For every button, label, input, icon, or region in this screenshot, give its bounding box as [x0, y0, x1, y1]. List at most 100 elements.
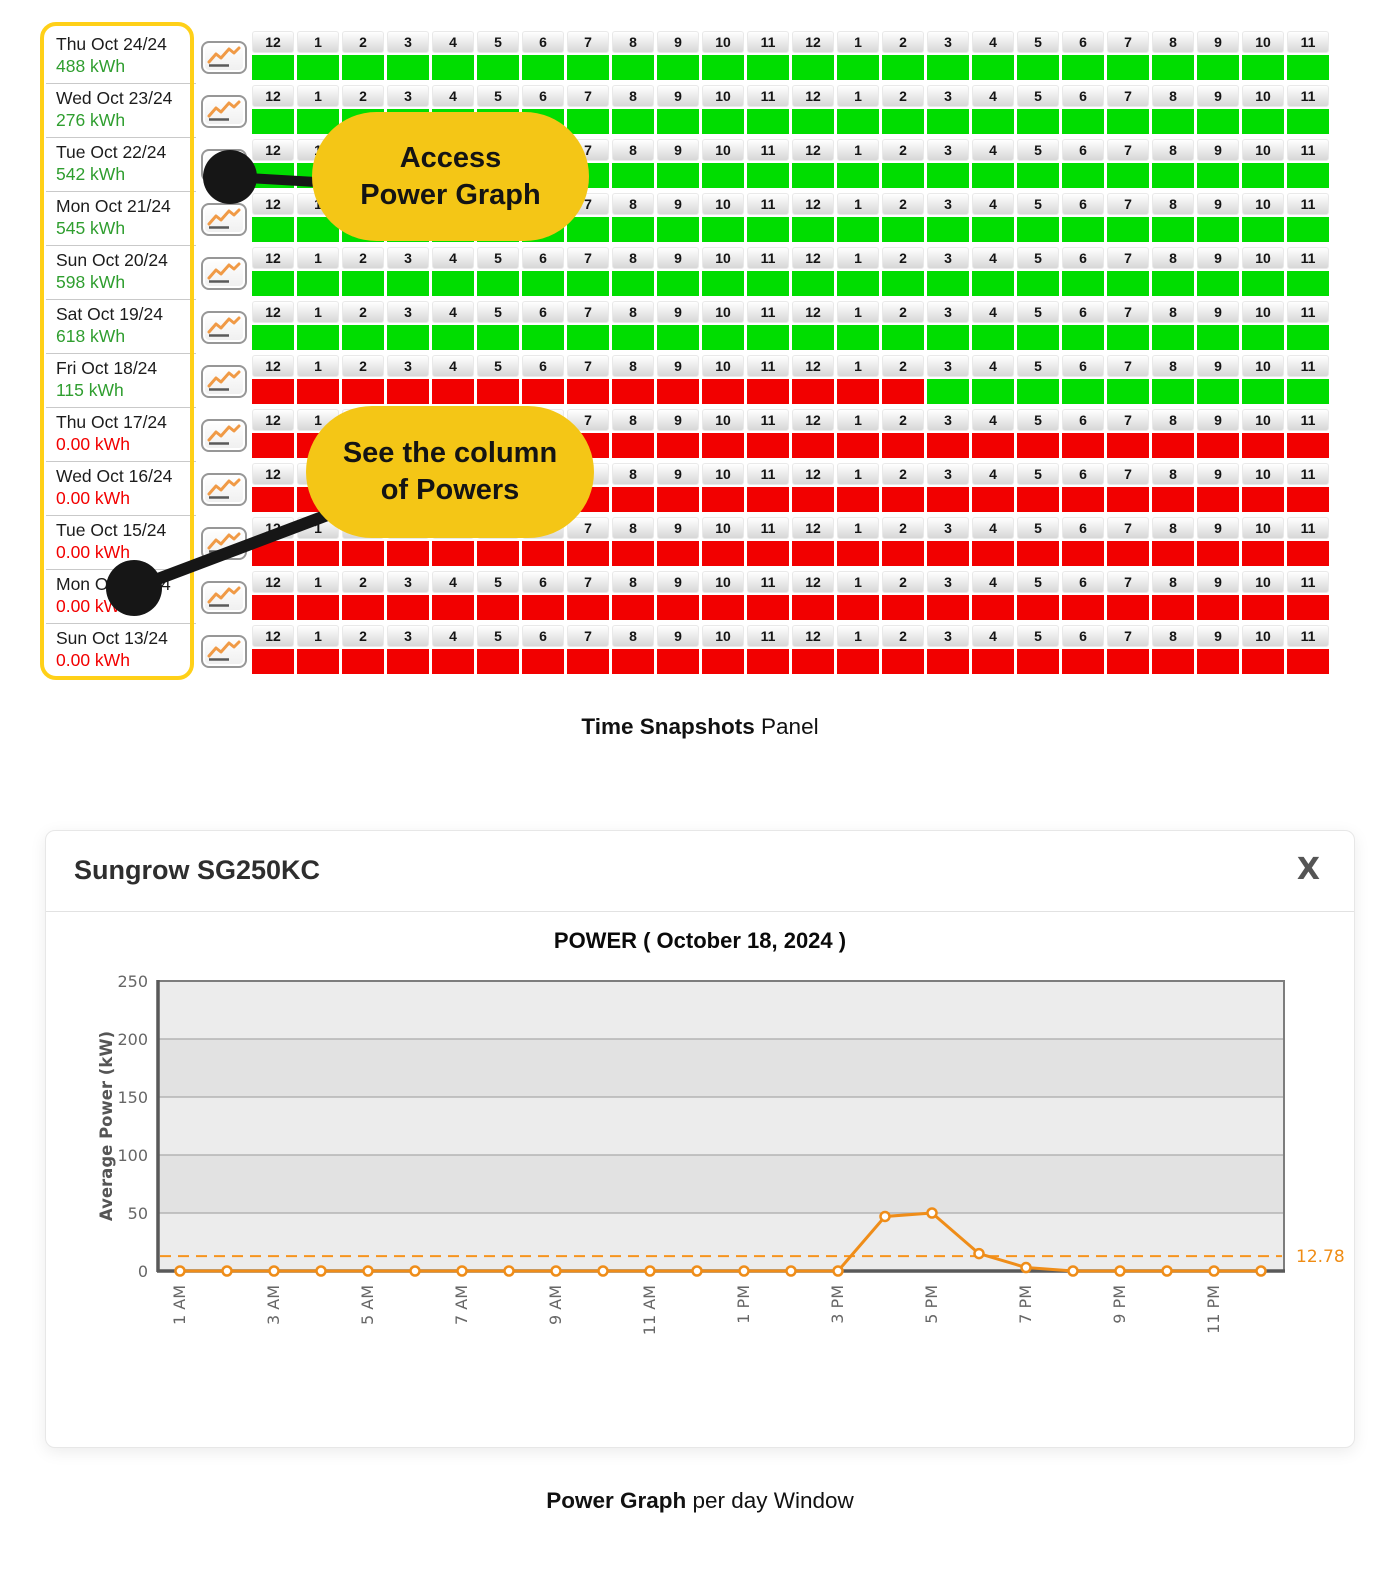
line-chart-icon — [207, 316, 241, 337]
hour-label: 1 — [297, 301, 339, 323]
power-graph-button[interactable] — [201, 310, 247, 344]
hour-status-cell — [837, 163, 879, 188]
snapshot-date: Tue Oct 15/24 — [56, 520, 167, 540]
hour-column: 11 — [747, 354, 789, 408]
data-point — [1255, 1265, 1267, 1277]
hour-label: 3 — [927, 301, 969, 323]
hour-column: 9 — [1197, 408, 1239, 462]
hour-label: 12 — [792, 355, 834, 377]
hour-column: 2 — [882, 408, 924, 462]
hour-label: 7 — [567, 85, 609, 107]
hour-status-cell — [342, 271, 384, 296]
hour-column: 9 — [657, 570, 699, 624]
hour-column: 5 — [1017, 462, 1059, 516]
hour-column: 10 — [702, 516, 744, 570]
power-graph-button[interactable] — [201, 472, 247, 506]
hour-status-cell — [612, 379, 654, 404]
hour-status-cell — [522, 649, 564, 674]
hour-label: 8 — [1152, 31, 1194, 53]
hour-status-cell — [792, 541, 834, 566]
hour-column: 4 — [972, 570, 1014, 624]
power-graph-button[interactable] — [201, 148, 247, 182]
snapshots-caption-rest: Panel — [754, 714, 819, 739]
hour-label: 3 — [387, 85, 429, 107]
hour-status-cell — [1242, 379, 1284, 404]
hour-status-cell — [657, 379, 699, 404]
hour-column: 2 — [342, 30, 384, 84]
callout-access-power-graph: Access Power Graph — [312, 112, 589, 241]
hour-label: 1 — [297, 571, 339, 593]
hour-status-cell — [612, 433, 654, 458]
hour-label: 9 — [657, 355, 699, 377]
hour-label: 12 — [252, 247, 294, 269]
hour-column: 8 — [1152, 246, 1194, 300]
hour-status-cell — [702, 649, 744, 674]
hour-status-cell — [1287, 271, 1329, 296]
hour-column: 1 — [297, 246, 339, 300]
hour-label: 5 — [477, 301, 519, 323]
line-chart-icon — [207, 208, 241, 229]
hour-column: 8 — [612, 462, 654, 516]
hour-label: 7 — [1107, 355, 1149, 377]
power-graph-caption: Power Graph per day Window — [0, 1488, 1400, 1514]
hour-column: 10 — [1242, 138, 1284, 192]
power-graph-button[interactable] — [201, 634, 247, 668]
x-tick-label: 9 PM — [1110, 1285, 1129, 1324]
hour-column: 1 — [837, 408, 879, 462]
data-point — [832, 1265, 844, 1277]
hour-status-cell — [972, 541, 1014, 566]
hour-status-cell — [432, 271, 474, 296]
hour-label: 1 — [837, 625, 879, 647]
snapshot-date-cell: Thu Oct 17/24 0.00 kWh — [46, 408, 196, 462]
hour-status-cell — [747, 55, 789, 80]
hour-label: 3 — [927, 625, 969, 647]
hour-status-cell — [612, 325, 654, 350]
y-tick-label: 50 — [128, 1204, 148, 1223]
hour-label: 4 — [432, 85, 474, 107]
hour-column: 10 — [702, 462, 744, 516]
data-point — [1020, 1261, 1032, 1274]
close-icon[interactable]: X — [1296, 852, 1320, 887]
hour-label: 4 — [972, 409, 1014, 431]
hour-column: 11 — [747, 300, 789, 354]
snapshot-date: Sun Oct 20/24 — [56, 250, 168, 270]
hour-label: 11 — [747, 463, 789, 485]
hour-label: 8 — [612, 625, 654, 647]
power-graph-button[interactable] — [201, 256, 247, 290]
hour-column: 4 — [972, 84, 1014, 138]
power-graph-button[interactable] — [201, 94, 247, 128]
power-graph-button[interactable] — [201, 526, 247, 560]
hour-column: 7 — [1107, 570, 1149, 624]
power-graph-button[interactable] — [201, 580, 247, 614]
hour-status-cell — [1017, 541, 1059, 566]
hour-column: 4 — [432, 570, 474, 624]
hour-column: 3 — [927, 246, 969, 300]
hour-column: 2 — [882, 462, 924, 516]
plot-band — [158, 1155, 1284, 1213]
hour-label: 12 — [252, 355, 294, 377]
hour-label: 9 — [657, 517, 699, 539]
hour-column: 9 — [1197, 246, 1239, 300]
power-graph-button[interactable] — [201, 202, 247, 236]
hour-status-cell — [1017, 55, 1059, 80]
hour-status-cell — [522, 595, 564, 620]
hour-status-cell — [882, 595, 924, 620]
hour-status-cell — [252, 55, 294, 80]
hour-status-cell — [297, 379, 339, 404]
hour-column: 8 — [1152, 408, 1194, 462]
power-graph-button[interactable] — [201, 418, 247, 452]
power-graph-button[interactable] — [201, 364, 247, 398]
hour-column: 12 — [792, 30, 834, 84]
snapshot-date-cell: Wed Oct 16/24 0.00 kWh — [46, 462, 196, 516]
hour-column: 11 — [1287, 84, 1329, 138]
power-graph-button[interactable] — [201, 40, 247, 74]
hour-column: 10 — [1242, 624, 1284, 678]
hour-status-cell — [1152, 217, 1194, 242]
hour-label: 3 — [387, 31, 429, 53]
hour-label: 7 — [1107, 85, 1149, 107]
hour-column: 1 — [837, 246, 879, 300]
line-chart-icon — [207, 46, 241, 67]
hour-status-cell — [792, 271, 834, 296]
